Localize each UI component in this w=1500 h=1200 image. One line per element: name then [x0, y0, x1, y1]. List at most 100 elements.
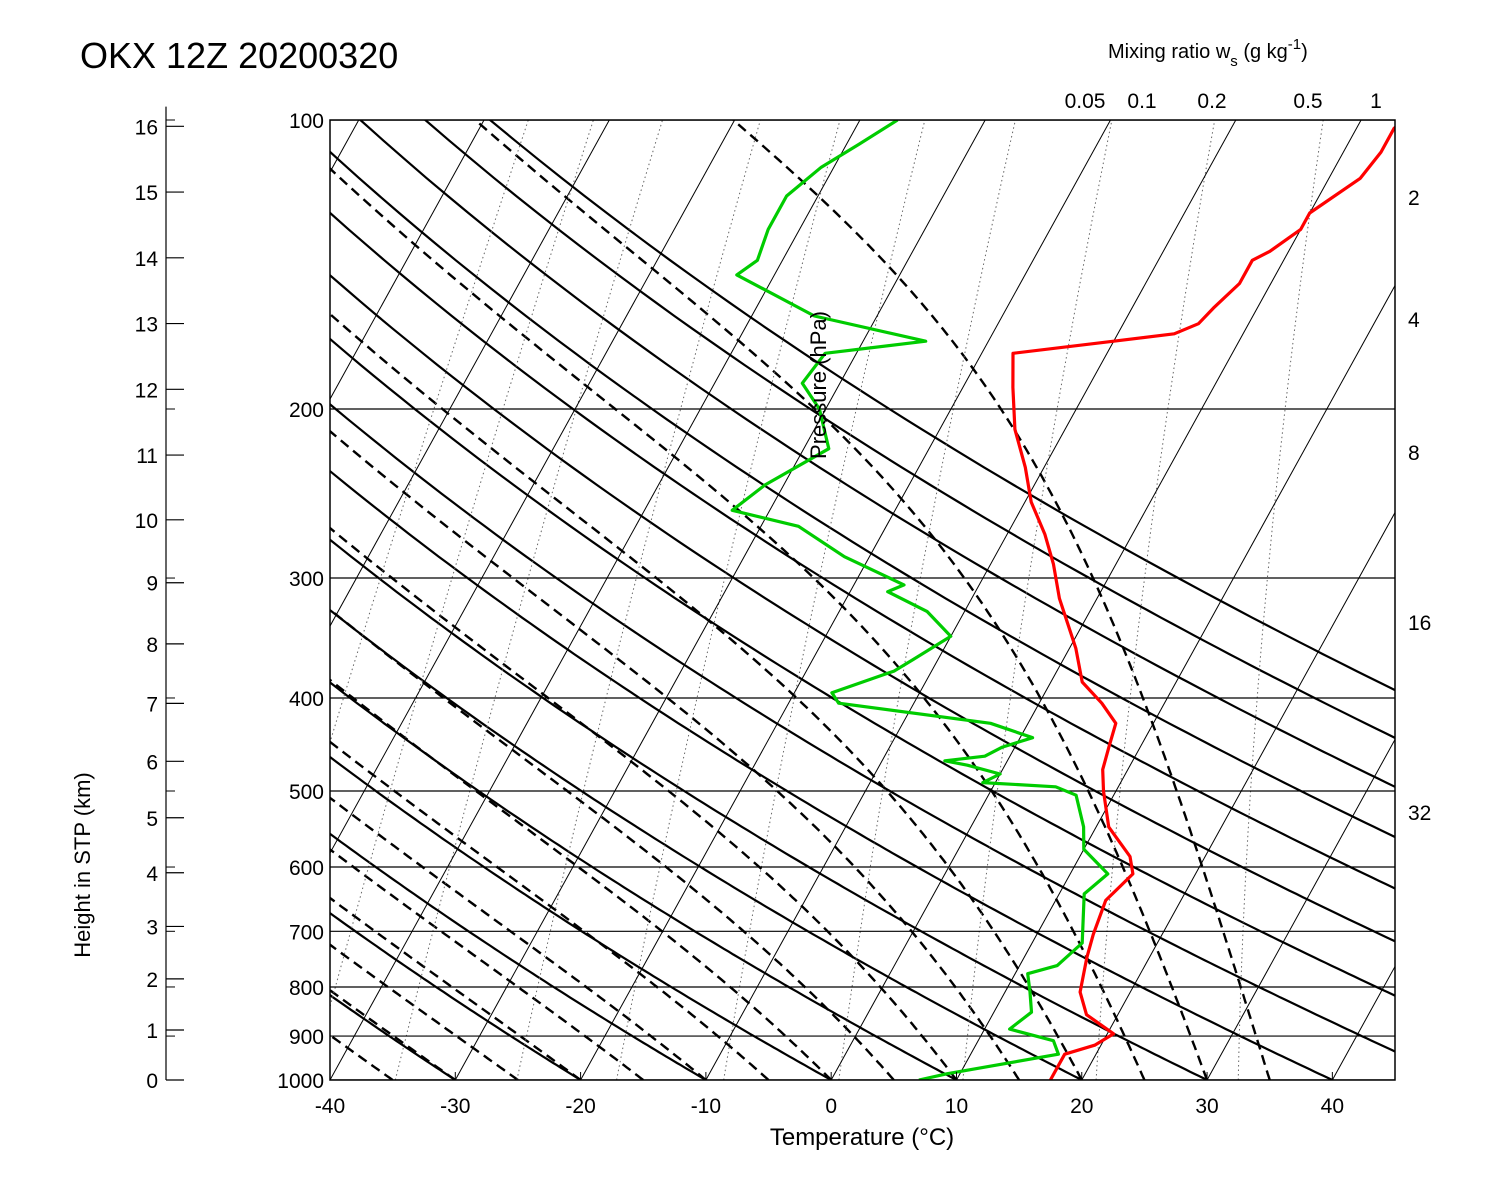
- chart-title: OKX 12Z 20200320: [80, 35, 398, 76]
- pressure-tick-label: 500: [289, 781, 324, 804]
- height-tick-label: 5: [146, 808, 158, 831]
- moist-adiabat-line: [330, 678, 833, 1080]
- moist-adiabat-line: [330, 847, 644, 1080]
- x-tick-label: -30: [440, 1095, 470, 1118]
- x-tick-label: -20: [565, 1095, 595, 1118]
- dry-adiabat-line: [330, 150, 1395, 839]
- mixing-ratio-line: [394, 120, 664, 1080]
- dry-adiabats: [330, 120, 1395, 1080]
- temperature-axis-ticks: -40 -30 -20 -10 0 10 20 30 40: [315, 1072, 1344, 1118]
- moist-adiabat-line: [330, 429, 1021, 1080]
- mixing-ratio-top-label: 0.2: [1197, 90, 1226, 113]
- sounding-series: [730, 120, 1395, 1080]
- x-tick-label: 20: [1070, 1095, 1093, 1118]
- moist-adiabat-line: [474, 120, 1209, 1080]
- moist-adiabat-line: [732, 120, 1271, 1080]
- pressure-tick-label: 800: [289, 977, 324, 1000]
- moist-adiabats: [330, 120, 1271, 1080]
- pressure-axis-label: Pressure (hPa): [806, 311, 831, 459]
- height-tick-label: 12: [135, 379, 158, 402]
- mixing-ratio-right-label: 4: [1408, 309, 1420, 332]
- pressure-tick-label: 400: [289, 688, 324, 711]
- mixing-ratio-right-label: 32: [1408, 802, 1431, 825]
- isobars: [330, 120, 1395, 1080]
- isotherm-line: [830, 120, 1362, 1080]
- height-tick-label: 16: [135, 116, 158, 139]
- mixing-ratio-top-label: 0.1: [1127, 90, 1156, 113]
- dry-adiabat-line: [330, 681, 959, 1080]
- dry-adiabat-line: [358, 120, 1395, 789]
- svg-text:Mixing ratio ws (g kg-1): Mixing ratio ws (g kg-1): [1108, 36, 1308, 70]
- moist-adiabat-line: [330, 526, 958, 1080]
- dry-adiabat-line: [423, 120, 1395, 740]
- pressure-tick-label: 900: [289, 1026, 324, 1049]
- isotherm-line: [454, 120, 986, 1080]
- mixing-ratio-line: [1237, 120, 1324, 1080]
- x-tick-label: 10: [945, 1095, 968, 1118]
- x-tick-label: 40: [1321, 1095, 1344, 1118]
- height-tick-label: 14: [135, 248, 159, 271]
- moist-adiabat-line: [330, 896, 582, 1080]
- moist-adiabat-line: [330, 608, 895, 1080]
- dry-adiabat-line: [330, 273, 1395, 943]
- mixing-ratio-line: [723, 120, 926, 1080]
- height-tick-label: 0: [146, 1070, 158, 1093]
- height-tick-label: 10: [135, 510, 158, 533]
- mixing-ratio-line: [962, 120, 1113, 1080]
- height-tick-label: 4: [146, 863, 158, 886]
- mixing-ratio-labels: 0.05 0.1 0.2 0.5 1 2 4 8 16 32: [1065, 90, 1432, 825]
- dry-adiabat-line: [330, 911, 583, 1080]
- moist-adiabat-line: [330, 312, 1083, 1080]
- dry-adiabat-line: [330, 832, 709, 1080]
- x-tick-label: 0: [825, 1095, 837, 1118]
- pressure-tick-label: 600: [289, 857, 324, 880]
- x-tick-label: 30: [1195, 1095, 1218, 1118]
- isotherm-line: [956, 284, 1395, 1080]
- x-axis-label: Temperature (°C): [770, 1124, 954, 1151]
- dry-adiabat-line: [330, 993, 458, 1080]
- isotherm-line: [330, 120, 736, 855]
- pressure-tick-label: 100: [289, 110, 324, 133]
- isotherm-line: [330, 120, 610, 628]
- isotherm-line: [705, 120, 1237, 1080]
- isotherm-line: [1206, 738, 1395, 1080]
- isotherm-line: [1081, 511, 1395, 1080]
- mixing-ratio-top-label: 0.5: [1293, 90, 1322, 113]
- pressure-tick-label: 200: [289, 399, 324, 422]
- mixing-ratio-right-label: 2: [1408, 187, 1420, 210]
- x-tick-label: -10: [691, 1095, 721, 1118]
- saturation-mixing-ratio-lines: [330, 120, 1324, 1080]
- height-tick-label: 2: [146, 969, 158, 992]
- dry-adiabat-line: [330, 755, 834, 1080]
- height-tick-label: 9: [146, 573, 158, 596]
- pressure-axis-ticks: 100 200 300 400 500 600 700 800 900 1000: [277, 110, 324, 1093]
- height-axis-label: Height in STP (km): [70, 772, 95, 957]
- mixing-ratio-top-label: 0.05: [1065, 90, 1106, 113]
- dry-adiabat-line: [330, 337, 1395, 997]
- pressure-tick-label: 700: [289, 921, 324, 944]
- moist-adiabat-line: [330, 988, 456, 1080]
- mixing-ratio-axis-label: Mixing ratio ws (g kg-1): [1108, 36, 1308, 70]
- mixing-ratio-right-label: 16: [1408, 612, 1431, 635]
- height-tick-label: 6: [146, 751, 158, 774]
- height-tick-label: 7: [146, 693, 158, 716]
- moist-adiabat-line: [330, 943, 519, 1080]
- pressure-tick-label: 300: [289, 568, 324, 591]
- mixing-ratio-line: [1095, 120, 1216, 1080]
- isotherm-line: [330, 120, 485, 401]
- height-tick-label: 1: [146, 1020, 158, 1043]
- isotherm-line: [330, 120, 861, 1080]
- height-tick-label: 8: [146, 634, 158, 657]
- height-tick-label: 13: [135, 314, 158, 337]
- dry-adiabat-line: [330, 402, 1395, 1053]
- mixing-ratio-top-label: 1: [1370, 90, 1382, 113]
- dry-adiabat-line: [488, 120, 1395, 692]
- x-tick-label: -40: [315, 1095, 345, 1118]
- height-tick-label: 15: [135, 182, 158, 205]
- mixing-ratio-right-label: 8: [1408, 442, 1420, 465]
- dry-adiabat-line: [330, 469, 1335, 1080]
- temperature-profile-line: [1011, 125, 1395, 1080]
- moist-adiabat-line: [330, 740, 770, 1080]
